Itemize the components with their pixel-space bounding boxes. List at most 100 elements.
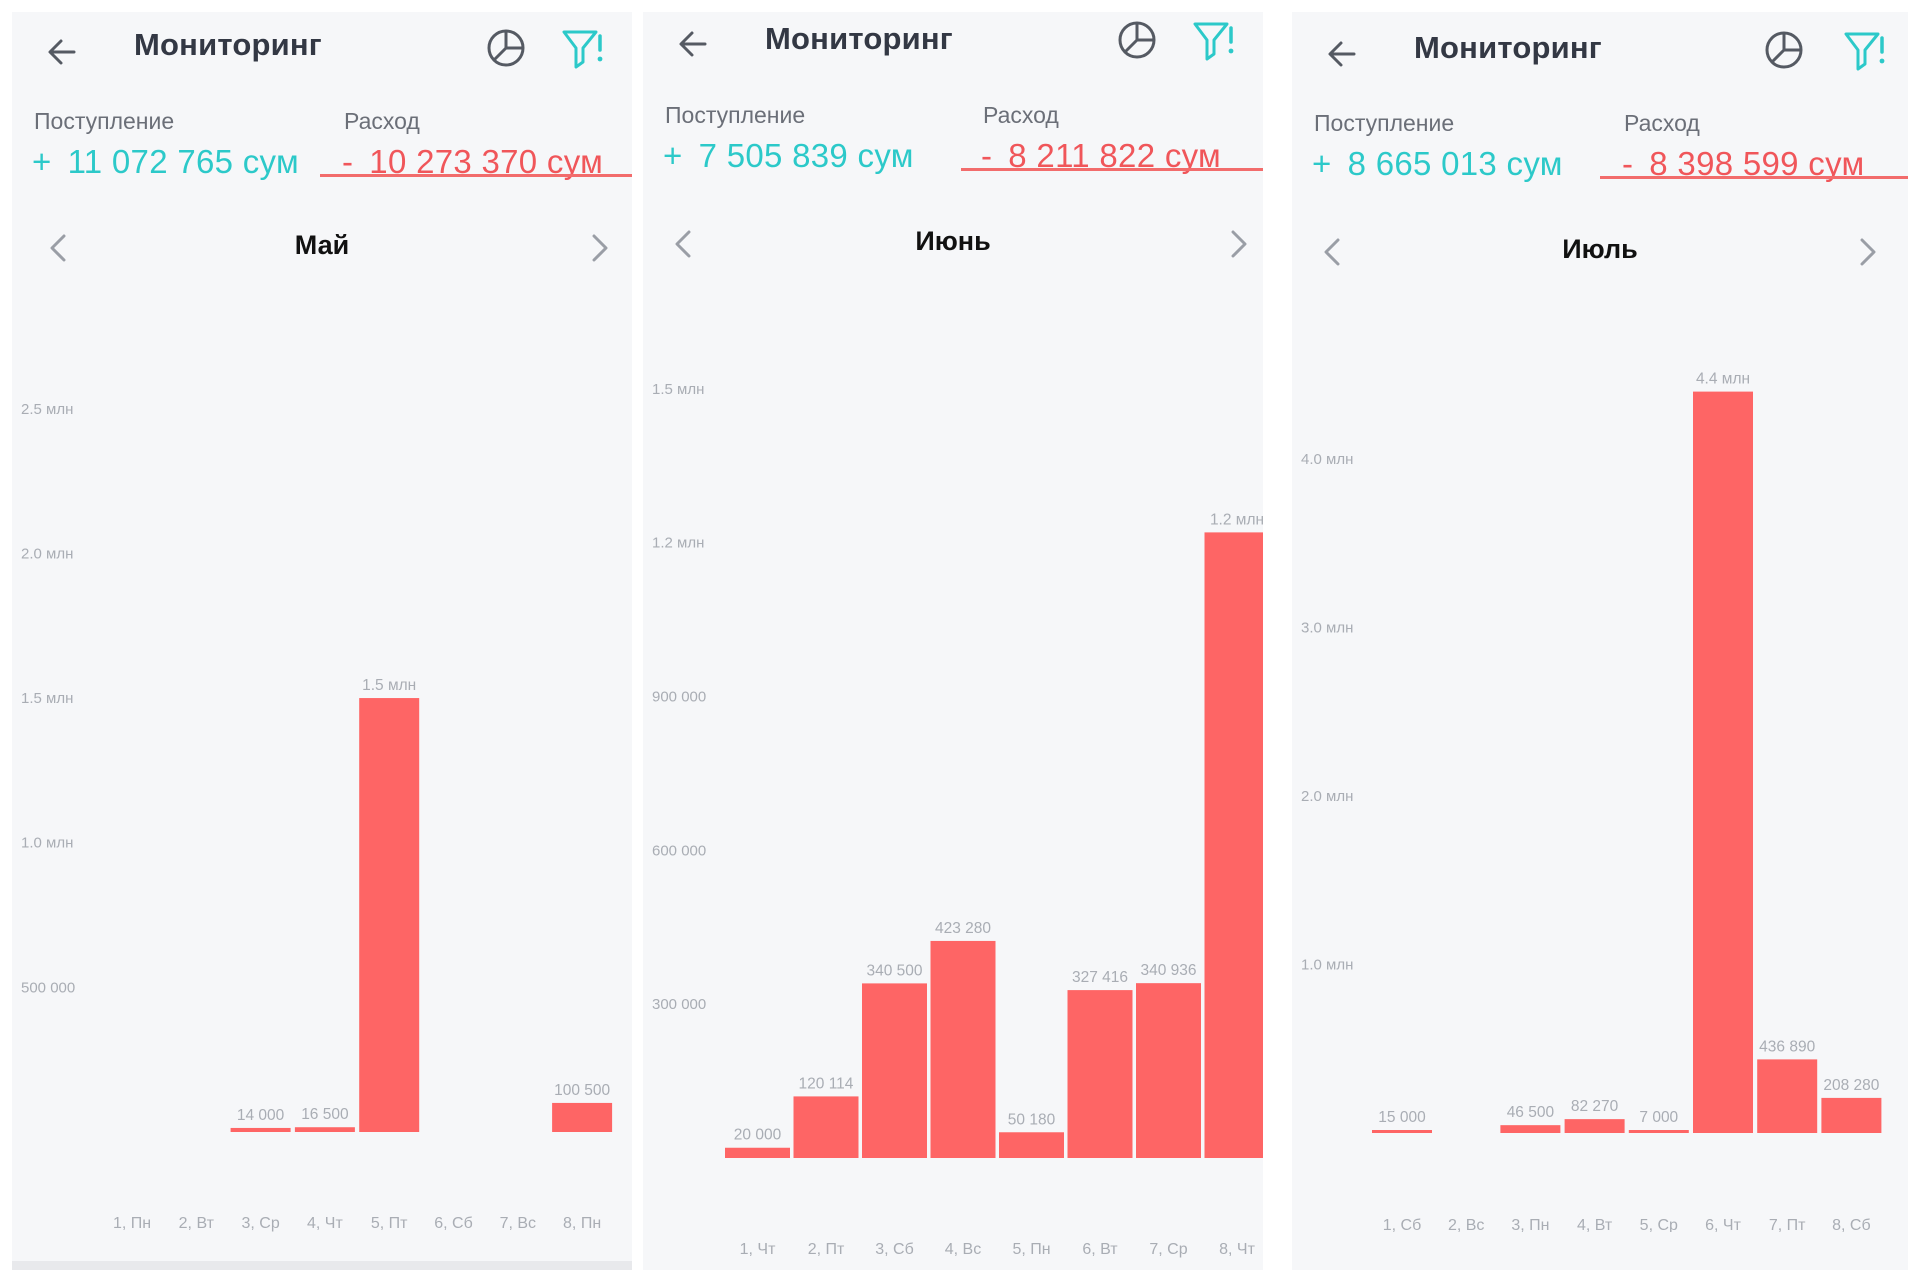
- expense-bar-chart: 300 000 600 000 900 000 1.2 млн 1.5 млн 20 00…: [643, 312, 1263, 1262]
- expense-value-row: -8 211 822 сум: [981, 137, 1221, 175]
- expense-amount: 8 211 822 сум: [1008, 137, 1222, 174]
- chart-bar[interactable]: [1500, 1125, 1561, 1133]
- selected-tab-underline: [961, 168, 1263, 171]
- chart-bar[interactable]: [1757, 1059, 1818, 1133]
- pie-chart-icon[interactable]: [484, 26, 528, 70]
- pie-chart-icon[interactable]: [1762, 28, 1806, 72]
- income-summary[interactable]: Поступление +8 665 013 сум: [1312, 110, 1563, 190]
- month-navigator: Июль: [1292, 224, 1908, 280]
- chevron-left-icon[interactable]: [667, 224, 703, 264]
- chart-bar[interactable]: [1067, 990, 1133, 1158]
- expense-summary[interactable]: Расход -8 398 599 сум: [1622, 110, 1865, 190]
- month-name: Июль: [1562, 234, 1638, 264]
- x-tick-label: 1, Сб: [1383, 1217, 1422, 1232]
- arrow-left-icon[interactable]: [673, 24, 713, 64]
- expense-bar-chart: 1.0 млн 2.0 млн 3.0 млн 4.0 млн 15 000 1, Сб 2…: [1292, 312, 1908, 1232]
- income-summary[interactable]: Поступление +11 072 765 сум: [32, 108, 299, 188]
- y-tick-label: 300 000: [652, 996, 706, 1013]
- x-tick-label: 7, Вс: [500, 1215, 536, 1232]
- chevron-right-icon[interactable]: [1219, 224, 1255, 264]
- month-name: Июнь: [915, 226, 991, 256]
- income-value-row: +7 505 839 сум: [663, 137, 914, 175]
- chart-bar[interactable]: [1693, 391, 1753, 1134]
- x-tick-label: 5, Пт: [371, 1215, 408, 1232]
- income-summary[interactable]: Поступление +7 505 839 сум: [663, 102, 914, 182]
- bar-data-label: 14 000: [237, 1107, 285, 1124]
- y-tick-label: 2.5 млн: [21, 401, 73, 418]
- chart-bar[interactable]: [1564, 1119, 1625, 1133]
- monitoring-panel-july: Мониторинг Поступление +8 665 013 сум Ра…: [1292, 12, 1908, 1270]
- arrow-left-icon[interactable]: [1322, 34, 1362, 74]
- page-title: Мониторинг: [765, 21, 953, 56]
- chart-bar[interactable]: [930, 940, 996, 1158]
- expense-value-row: -10 273 370 сум: [342, 143, 603, 181]
- x-tick-label: 8, Пн: [563, 1215, 601, 1232]
- chart-bar[interactable]: [793, 1096, 859, 1158]
- chevron-left-icon[interactable]: [1316, 232, 1352, 272]
- x-tick-label: 1, Пн: [113, 1215, 151, 1232]
- pie-chart-icon[interactable]: [1115, 18, 1159, 62]
- income-label: Поступление: [665, 102, 806, 128]
- x-tick-label: 7, Пт: [1769, 1217, 1806, 1232]
- chart-bar[interactable]: [1821, 1097, 1882, 1133]
- chart-bar[interactable]: [552, 1102, 613, 1132]
- y-tick-label: 1.2 млн: [652, 535, 704, 552]
- y-tick-label: 2.0 млн: [21, 545, 73, 562]
- expense-sign: -: [1622, 145, 1634, 182]
- expense-bar-chart: 500 000 1.0 млн 1.5 млн 2.0 млн 2.5 млн 1, Пн…: [12, 312, 632, 1232]
- chevron-left-icon[interactable]: [42, 228, 78, 268]
- monitoring-panel-june: Мониторинг Поступление +7 505 839 сум Ра…: [643, 12, 1263, 1270]
- header: Мониторинг: [12, 12, 632, 92]
- bar-data-label: 4.4 млн: [1696, 371, 1750, 388]
- income-amount: 11 072 765 сум: [67, 143, 299, 180]
- chart-bar[interactable]: [725, 1147, 790, 1158]
- scroll-track: [1292, 1261, 1908, 1270]
- y-tick-label: 2.0 млн: [1301, 788, 1353, 805]
- chart-bar[interactable]: [359, 698, 420, 1132]
- income-sign: +: [663, 137, 683, 174]
- chart-bar[interactable]: [294, 1127, 355, 1132]
- x-tick-label: 8, Чт: [1219, 1241, 1255, 1258]
- filter-icon[interactable]: [1191, 18, 1237, 64]
- selected-tab-underline: [320, 174, 632, 177]
- y-tick-label: 3.0 млн: [1301, 620, 1353, 637]
- x-tick-label: 3, Сб: [875, 1241, 914, 1258]
- x-tick-label: 4, Вт: [1577, 1217, 1613, 1232]
- x-tick-label: 1, Чт: [740, 1241, 776, 1258]
- x-tick-label: 5, Пн: [1012, 1241, 1050, 1258]
- bar-data-label: 16 500: [301, 1106, 349, 1123]
- bar-data-label: 20 000: [734, 1127, 782, 1144]
- bar-chart-svg: 500 000 1.0 млн 1.5 млн 2.0 млн 2.5 млн 1, Пн…: [21, 401, 613, 1232]
- expense-amount: 8 398 599 сум: [1649, 145, 1865, 182]
- chevron-right-icon[interactable]: [580, 228, 616, 268]
- expense-summary[interactable]: Расход -8 211 822 сум: [981, 102, 1221, 182]
- expense-label: Расход: [1624, 110, 1700, 136]
- chart-bar[interactable]: [1136, 983, 1201, 1158]
- filter-icon[interactable]: [560, 26, 606, 72]
- expense-summary[interactable]: Расход -10 273 370 сум: [342, 108, 603, 188]
- chart-bar[interactable]: [862, 983, 927, 1158]
- chart-bar[interactable]: [999, 1132, 1064, 1158]
- arrow-left-icon[interactable]: [42, 32, 82, 72]
- chart-bar[interactable]: [1372, 1130, 1432, 1133]
- selected-tab-underline: [1600, 176, 1908, 179]
- chart-bar[interactable]: [230, 1127, 291, 1132]
- bar-data-label: 82 270: [1571, 1098, 1619, 1115]
- x-tick-label: 8, Сб: [1832, 1217, 1871, 1232]
- header: Мониторинг: [643, 12, 1263, 92]
- filter-icon[interactable]: [1842, 28, 1888, 74]
- x-tick-label: 2, Вт: [179, 1215, 215, 1232]
- chevron-right-icon[interactable]: [1848, 232, 1884, 272]
- bar-chart-svg: 300 000 600 000 900 000 1.2 млн 1.5 млн 20 00…: [652, 381, 1264, 1258]
- page-title: Мониторинг: [134, 27, 322, 62]
- bar-data-label: 100 500: [554, 1082, 610, 1099]
- bar-data-label: 340 936: [1140, 962, 1196, 979]
- chart-bar[interactable]: [1628, 1130, 1689, 1133]
- income-amount: 7 505 839 сум: [698, 137, 914, 174]
- x-tick-label: 7, Ср: [1149, 1241, 1187, 1258]
- month-navigator: Июнь: [643, 216, 1263, 272]
- income-label: Поступление: [1314, 110, 1455, 136]
- chart-bar[interactable]: [1204, 532, 1264, 1158]
- y-tick-label: 1.5 млн: [21, 690, 73, 707]
- income-value-row: +8 665 013 сум: [1312, 145, 1563, 183]
